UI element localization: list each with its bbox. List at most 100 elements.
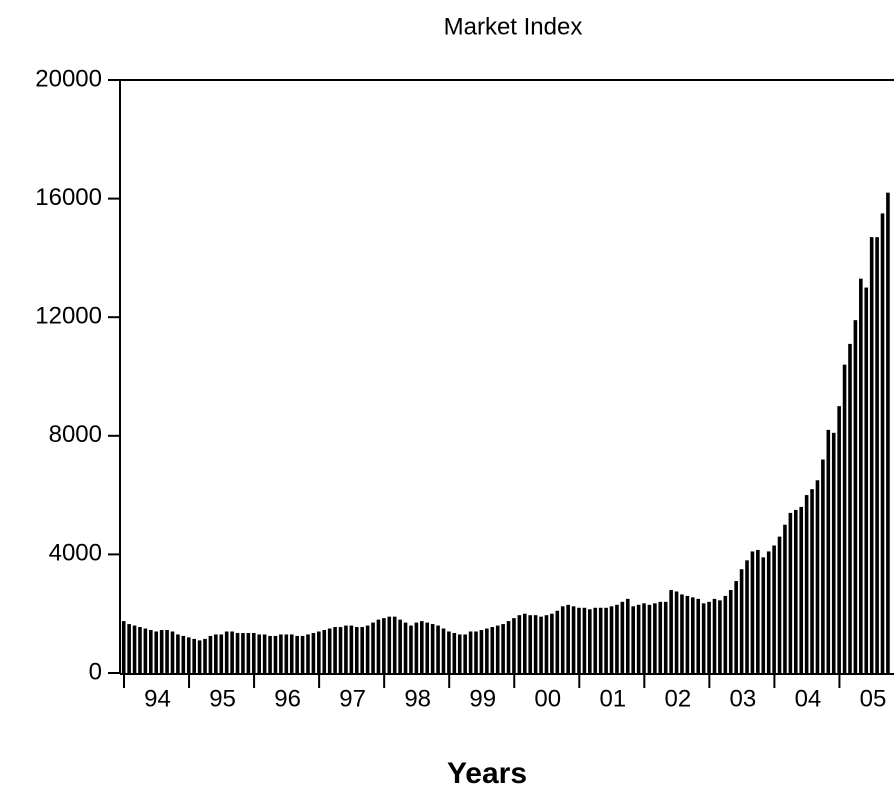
x-tick-label: 98 — [404, 685, 431, 712]
bar — [875, 237, 879, 673]
bar — [268, 635, 272, 673]
bar — [804, 495, 809, 673]
bar — [864, 287, 869, 673]
bar — [522, 613, 527, 673]
bar — [756, 549, 760, 673]
bar — [625, 598, 630, 673]
bar — [463, 634, 467, 673]
chart-title: Market Index — [444, 13, 583, 40]
bar — [669, 589, 673, 673]
bar — [273, 635, 278, 673]
bar — [485, 628, 489, 673]
bar — [360, 627, 364, 673]
bar — [430, 624, 435, 673]
bar — [251, 632, 256, 673]
bar — [745, 560, 749, 673]
bar — [772, 545, 776, 673]
x-tick-label: 99 — [469, 685, 496, 712]
bar — [138, 627, 142, 673]
bar — [533, 615, 538, 673]
y-tick-label: 16000 — [35, 184, 102, 211]
bar — [539, 616, 543, 673]
bar — [674, 591, 679, 673]
bar — [793, 509, 798, 673]
bar — [403, 622, 408, 673]
x-tick-label: 95 — [209, 685, 236, 712]
bar — [598, 607, 603, 673]
bar — [636, 604, 641, 673]
bar — [387, 616, 392, 673]
bar — [452, 632, 457, 673]
bar — [414, 622, 419, 673]
bar — [544, 615, 549, 673]
x-tick-label: 00 — [534, 685, 561, 712]
bar — [528, 615, 533, 673]
bar — [848, 343, 852, 673]
bar — [279, 634, 283, 673]
bar — [653, 603, 657, 673]
bar — [831, 432, 836, 673]
bar — [235, 632, 240, 673]
bar — [663, 601, 668, 673]
bar — [642, 603, 646, 673]
bar — [322, 630, 327, 673]
bar — [750, 551, 755, 673]
x-tick-label: 03 — [730, 685, 757, 712]
bar — [344, 625, 348, 673]
x-tick-label: 96 — [274, 685, 301, 712]
bar — [338, 627, 343, 673]
x-tick-label: 05 — [860, 685, 887, 712]
y-tick-label: 4000 — [49, 540, 102, 567]
bar — [512, 618, 516, 673]
bar — [165, 630, 169, 673]
bar — [615, 604, 619, 673]
bar — [127, 624, 131, 673]
bar — [409, 625, 413, 673]
bar — [441, 628, 446, 673]
bar — [815, 480, 820, 673]
bar — [425, 622, 430, 673]
bar — [354, 627, 359, 673]
bar — [149, 630, 153, 673]
bar — [479, 630, 484, 673]
bar — [317, 631, 321, 673]
bar — [284, 634, 289, 673]
bar — [723, 595, 728, 673]
bar — [186, 637, 191, 673]
bar — [398, 619, 402, 673]
bar — [647, 604, 652, 673]
bar — [718, 600, 722, 673]
bar — [631, 606, 635, 673]
bar — [306, 634, 310, 673]
bar — [517, 615, 522, 673]
bar — [853, 320, 858, 673]
bar — [382, 618, 386, 673]
bar — [550, 613, 554, 673]
bar — [821, 459, 825, 673]
bar — [837, 406, 841, 673]
bar — [560, 606, 565, 673]
bar — [604, 607, 608, 673]
bar — [739, 569, 744, 673]
bar — [257, 634, 262, 673]
bar — [371, 622, 375, 673]
bar — [593, 607, 598, 673]
bar — [658, 601, 663, 673]
x-tick-label: 02 — [664, 685, 691, 712]
bar — [734, 581, 738, 673]
y-tick-label: 8000 — [49, 421, 102, 448]
bar — [246, 632, 251, 673]
bar — [468, 631, 473, 673]
x-tick-label: 04 — [795, 685, 822, 712]
bar — [300, 635, 305, 673]
bar — [788, 512, 793, 673]
bar — [783, 524, 787, 673]
bar — [214, 634, 218, 673]
bar — [707, 601, 711, 673]
bar — [490, 627, 495, 673]
y-tick-label: 20000 — [35, 65, 102, 92]
bar — [859, 278, 863, 673]
bar — [777, 536, 782, 673]
bar — [609, 606, 614, 673]
